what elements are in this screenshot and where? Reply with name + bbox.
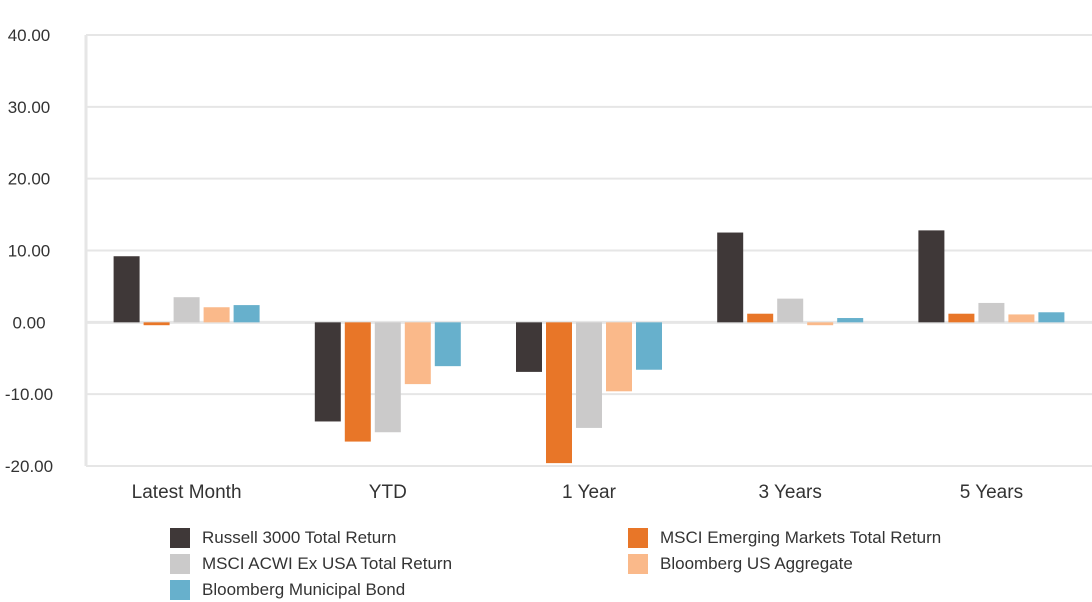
y-tick-label: -10.00 [5,385,53,404]
bar [576,322,602,428]
bar [717,232,744,323]
bar [516,322,542,372]
bar [344,322,371,442]
y-tick-label: -20.00 [5,457,53,476]
bar [978,302,1005,323]
bar [1038,312,1065,323]
bar [374,322,401,433]
x-tick-label: 1 Year [562,482,617,503]
bar [203,307,230,323]
bar [404,322,431,385]
bar [807,322,834,326]
y-tick-label: 40.00 [8,26,51,45]
y-tick-label: 30.00 [8,98,51,117]
bar [143,322,170,326]
bar [233,305,260,323]
bar [747,313,774,323]
y-tick-label: 10.00 [8,242,51,261]
bar [777,298,804,323]
bar [948,313,975,323]
bar [606,322,632,392]
bar [546,322,572,464]
bar [1008,314,1035,323]
bar [837,318,864,323]
bar [314,322,341,422]
bar [434,322,461,367]
x-tick-label: Latest Month [132,482,242,503]
y-tick-label: 20.00 [8,170,51,189]
y-tick-label: 0.00 [12,313,45,332]
bar [918,230,945,323]
bar [173,297,200,323]
x-tick-label: 3 Years [758,482,821,503]
x-tick-label: 5 Years [960,482,1023,503]
x-tick-label: YTD [369,482,407,503]
bar [113,256,140,323]
bar [636,322,662,370]
